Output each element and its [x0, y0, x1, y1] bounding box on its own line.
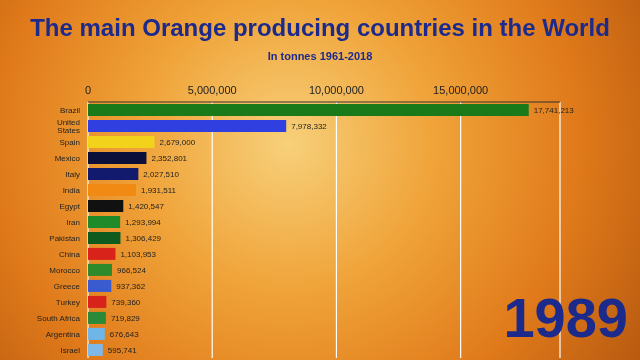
html-text:The main Orange producing coun: The main Orange producing countries in t…: [30, 14, 610, 41]
svg-text:1,293,994: 1,293,994: [125, 218, 161, 227]
svg-text:937,362: 937,362: [116, 282, 145, 291]
html-text:1989: 1989: [503, 286, 628, 349]
svg-text:Turkey: Turkey: [56, 298, 80, 307]
html-text:In tonnes 1961-2018: In tonnes 1961-2018: [267, 50, 373, 62]
svg-text:10,000,000: 10,000,000: [309, 84, 364, 96]
svg-text:676,643: 676,643: [110, 330, 139, 339]
svg-text:South Africa: South Africa: [37, 314, 81, 323]
svg-text:Pakistan: Pakistan: [49, 234, 80, 243]
svg-text:1,306,429: 1,306,429: [125, 234, 161, 243]
svg-text:595,741: 595,741: [108, 346, 137, 355]
svg-text:Morocco: Morocco: [49, 266, 80, 275]
svg-text:1,103,953: 1,103,953: [120, 250, 156, 259]
svg-text:2,679,000: 2,679,000: [160, 138, 196, 147]
svg-text:India: India: [63, 186, 81, 195]
svg-text:Mexico: Mexico: [55, 154, 81, 163]
svg-text:1,420,547: 1,420,547: [128, 202, 164, 211]
svg-text:Italy: Italy: [65, 170, 80, 179]
svg-text:739,360: 739,360: [111, 298, 140, 307]
svg-text:719,829: 719,829: [111, 314, 140, 323]
svg-text:0: 0: [85, 84, 91, 96]
svg-text:Greece: Greece: [54, 282, 81, 291]
svg-text:17,741,213: 17,741,213: [534, 106, 575, 115]
svg-text:1,931,511: 1,931,511: [141, 186, 177, 195]
svg-text:Brazil: Brazil: [60, 106, 80, 115]
svg-text:China: China: [59, 250, 80, 259]
svg-text:966,524: 966,524: [117, 266, 146, 275]
svg-text:7,978,332: 7,978,332: [291, 122, 327, 131]
svg-text:Egypt: Egypt: [60, 202, 81, 211]
svg-text:Israel: Israel: [60, 346, 80, 355]
svg-text:15,000,000: 15,000,000: [433, 84, 488, 96]
svg-text:Iran: Iran: [66, 218, 80, 227]
svg-text:Spain: Spain: [60, 138, 80, 147]
svg-text:UnitedStates: UnitedStates: [57, 118, 80, 135]
svg-text:5,000,000: 5,000,000: [188, 84, 237, 96]
svg-text:2,027,510: 2,027,510: [143, 170, 179, 179]
svg-text:Argentina: Argentina: [46, 330, 81, 339]
svg-text:2,352,801: 2,352,801: [151, 154, 187, 163]
